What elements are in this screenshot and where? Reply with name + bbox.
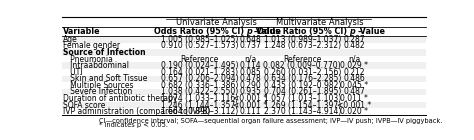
Text: 0.634 (0.176–2.285): 0.634 (0.176–2.285) bbox=[264, 74, 341, 83]
Text: 1.074 (1.033–1.116): 1.074 (1.033–1.116) bbox=[161, 94, 238, 103]
Text: * indicates p < 0.05.: * indicates p < 0.05. bbox=[99, 122, 168, 128]
Text: Odds Ratio (95% CI): Odds Ratio (95% CI) bbox=[155, 27, 245, 36]
Text: 0.190 (0.024–1.495): 0.190 (0.024–1.495) bbox=[161, 61, 238, 70]
Text: Univariate Analysis: Univariate Analysis bbox=[176, 18, 257, 27]
Text: 0.487: 0.487 bbox=[343, 88, 365, 96]
Text: 0.704 (0.261–1.895): 0.704 (0.261–1.895) bbox=[264, 88, 341, 96]
Text: p: p bbox=[246, 27, 251, 36]
Text: 1.248 (0.673–2.312): 1.248 (0.673–2.312) bbox=[264, 41, 341, 50]
Text: UTI: UTI bbox=[64, 68, 83, 77]
Text: 0.164 (0.021–1.283): 0.164 (0.021–1.283) bbox=[161, 68, 238, 77]
Text: <0.001 *: <0.001 * bbox=[337, 101, 371, 110]
Text: 0.910 (0.527–1.573): 0.910 (0.527–1.573) bbox=[161, 41, 238, 50]
Text: Age: Age bbox=[64, 35, 78, 44]
Bar bbox=[62, 17, 426, 27]
Text: 0.737: 0.737 bbox=[239, 41, 261, 50]
Text: 0.111: 0.111 bbox=[240, 107, 261, 116]
Bar bbox=[62, 108, 426, 115]
Text: 0.011 *: 0.011 * bbox=[340, 94, 368, 103]
Text: Severe Infection: Severe Infection bbox=[64, 88, 133, 96]
Text: 1.005 (0.985–1.025): 1.005 (0.985–1.025) bbox=[161, 35, 238, 44]
Bar bbox=[62, 89, 426, 95]
Text: CI—confidence interval; SOFA—sequential organ failure assessment; IVP—IV push; I: CI—confidence interval; SOFA—sequential … bbox=[99, 118, 442, 124]
Text: 2.370 (1.143–4.914): 2.370 (1.143–4.914) bbox=[264, 107, 341, 116]
Text: IVP administration (compared to IVPB): IVP administration (compared to IVPB) bbox=[64, 107, 210, 116]
Text: 0.287: 0.287 bbox=[343, 35, 365, 44]
Text: 0.082 (0.009–0.770): 0.082 (0.009–0.770) bbox=[264, 61, 341, 70]
Text: Multivariate Analysis: Multivariate Analysis bbox=[276, 18, 363, 27]
Text: SOFA score: SOFA score bbox=[64, 101, 106, 110]
Text: n/a: n/a bbox=[244, 55, 256, 64]
Text: 0.682 (0.336–1.386): 0.682 (0.336–1.386) bbox=[161, 81, 238, 90]
Text: n/a: n/a bbox=[348, 55, 360, 64]
Text: 0.045 *: 0.045 * bbox=[340, 81, 368, 90]
Text: 1.057 (1.013–1.103): 1.057 (1.013–1.103) bbox=[264, 94, 341, 103]
Text: <0.001 *: <0.001 * bbox=[233, 101, 267, 110]
Text: -Value: -Value bbox=[357, 27, 385, 36]
Text: 0.486: 0.486 bbox=[343, 74, 365, 83]
Bar bbox=[62, 56, 426, 62]
Text: 0.029 *: 0.029 * bbox=[340, 61, 368, 70]
Text: Pneumonia: Pneumonia bbox=[64, 55, 113, 64]
Text: <0.001 *: <0.001 * bbox=[233, 94, 267, 103]
Text: 1.013 (0.989–1.037): 1.013 (0.989–1.037) bbox=[264, 35, 341, 44]
Text: 0.648: 0.648 bbox=[239, 35, 261, 44]
Text: Skin and Soft Tissue: Skin and Soft Tissue bbox=[64, 74, 148, 83]
Bar bbox=[62, 102, 426, 108]
Text: 0.290: 0.290 bbox=[239, 81, 261, 90]
Text: 0.085: 0.085 bbox=[239, 68, 261, 77]
Text: Intraabdominal: Intraabdominal bbox=[64, 61, 129, 70]
Text: p: p bbox=[349, 27, 355, 36]
Bar bbox=[62, 95, 426, 102]
Text: Multiple Sources: Multiple Sources bbox=[64, 81, 134, 90]
Text: -Value: -Value bbox=[254, 27, 282, 36]
Text: Reference: Reference bbox=[180, 55, 219, 64]
Text: 0.114: 0.114 bbox=[239, 61, 261, 70]
Bar bbox=[62, 36, 426, 43]
Bar bbox=[62, 69, 426, 76]
Text: 0.657 (0.206–2.094): 0.657 (0.206–2.094) bbox=[161, 74, 238, 83]
Text: Source of Infection: Source of Infection bbox=[64, 48, 146, 57]
Text: 0.212: 0.212 bbox=[343, 68, 365, 77]
Text: 1.038 (0.422–2.550): 1.038 (0.422–2.550) bbox=[161, 88, 238, 96]
Text: 1.269 (1.154–1.397): 1.269 (1.154–1.397) bbox=[264, 101, 341, 110]
Bar bbox=[62, 76, 426, 82]
Bar bbox=[62, 49, 426, 56]
Bar bbox=[62, 43, 426, 49]
Bar bbox=[62, 62, 426, 69]
Text: 0.478: 0.478 bbox=[239, 74, 261, 83]
Text: 0.020 *: 0.020 * bbox=[340, 107, 368, 116]
Text: Duration of antibiotic therapy: Duration of antibiotic therapy bbox=[64, 94, 178, 103]
Text: Female gender: Female gender bbox=[64, 41, 120, 50]
Bar bbox=[62, 27, 426, 36]
Text: Reference: Reference bbox=[283, 55, 321, 64]
Text: 1.246 (1.144–1.357): 1.246 (1.144–1.357) bbox=[161, 101, 238, 110]
Text: 1.664 (0.890–3.112): 1.664 (0.890–3.112) bbox=[161, 107, 238, 116]
Bar bbox=[62, 82, 426, 89]
Text: Odds Ratio (95% CI): Odds Ratio (95% CI) bbox=[257, 27, 347, 36]
Text: Variable: Variable bbox=[64, 27, 101, 36]
Text: 0.260 (0.031–2.156): 0.260 (0.031–2.156) bbox=[264, 68, 341, 77]
Text: 0.435 (0.192–0.982): 0.435 (0.192–0.982) bbox=[264, 81, 341, 90]
Text: 0.935: 0.935 bbox=[239, 88, 261, 96]
Text: 0.482: 0.482 bbox=[343, 41, 365, 50]
